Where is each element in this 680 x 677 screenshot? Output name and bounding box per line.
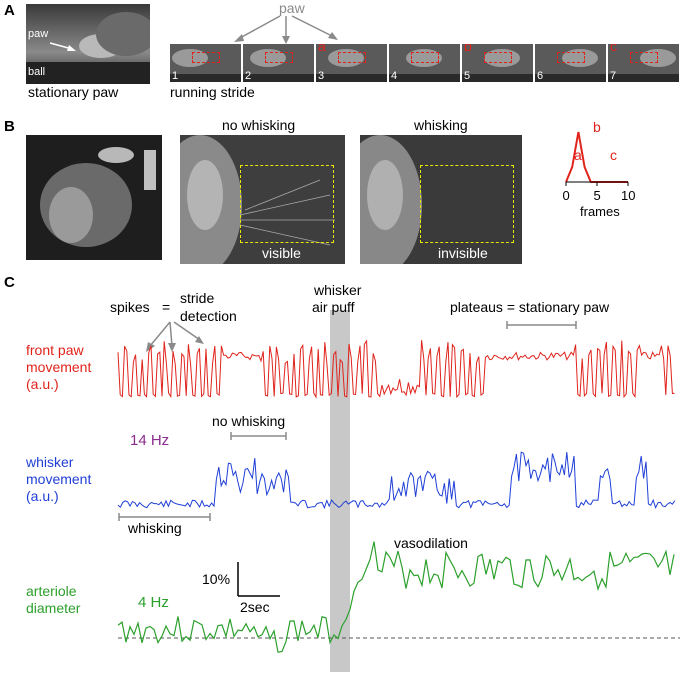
whisker-line2: movement	[26, 471, 92, 487]
peak-tick-label: 5	[594, 188, 601, 203]
invisible-label: invisible	[438, 245, 488, 261]
peak-label-a: a	[574, 147, 582, 163]
roi-box-paw	[192, 52, 220, 63]
stride-frame-photo	[170, 44, 241, 82]
whisker-line1: whisker	[26, 454, 74, 470]
peak-label-b: b	[593, 119, 601, 135]
stationary-paw-image: paw ball	[26, 4, 150, 84]
vasodilation-label: vasodilation	[394, 535, 468, 551]
roi-box-paw	[484, 52, 512, 63]
paw-label: paw	[28, 28, 49, 40]
roi-box-invisible	[420, 165, 514, 243]
panel-letter-a: A	[4, 2, 15, 19]
panel-letter-b: B	[4, 118, 15, 135]
stride-frame: 4	[389, 44, 460, 82]
roi-box-paw	[630, 52, 658, 63]
spike-arrows-icon	[146, 321, 204, 352]
front-paw-label: front paw movement (a.u.)	[26, 342, 91, 393]
roi-box-visible	[240, 165, 334, 243]
frame-number: 1	[172, 70, 179, 82]
air-puff-label: air puff	[312, 299, 355, 315]
mouse-face-photo	[26, 135, 162, 260]
whisking-title: whisking	[414, 117, 468, 133]
stride-frame: 2	[243, 44, 314, 82]
frame-letter: a	[318, 44, 326, 54]
front-paw-trace	[117, 339, 675, 399]
roi-box-paw	[411, 52, 439, 63]
stride-frame: 1	[170, 44, 241, 82]
hz14-label: 14 Hz	[130, 432, 170, 449]
whisker-line3: (a.u.)	[26, 488, 59, 504]
arteriole-trace	[117, 541, 675, 653]
air-puff-bar	[330, 310, 350, 672]
detection-label: detection	[180, 308, 237, 324]
no-whisking-title: no whisking	[222, 117, 296, 133]
roi-box-paw	[338, 52, 366, 63]
visible-label: visible	[262, 245, 301, 261]
frame-number: 3	[318, 70, 325, 82]
hz4-label: 4 Hz	[138, 594, 169, 611]
scale-pct-label: 10%	[202, 571, 231, 587]
scale-bar	[237, 562, 280, 597]
whisker-label: whisker	[314, 282, 362, 298]
no-whisking-annot: no whisking	[212, 413, 286, 429]
stride-label: stride	[180, 290, 215, 306]
paw-top-label: paw	[279, 0, 305, 16]
paw-arrows-icon	[234, 15, 338, 44]
arteriole-label: arteriole diameter	[26, 583, 80, 617]
arteriole-line1: arteriole	[26, 583, 77, 599]
spikes-label: spikes	[110, 299, 150, 315]
panel-letter-c: C	[4, 274, 15, 291]
frame-number: 4	[391, 70, 398, 82]
stride-frame: 6	[535, 44, 606, 82]
front-paw-line3: (a.u.)	[26, 376, 59, 392]
peak-tick-label: 10	[621, 188, 635, 203]
front-paw-line1: front paw	[26, 342, 84, 358]
peak-label-c: c	[610, 147, 617, 163]
stationary-paw-label: stationary paw	[28, 84, 119, 100]
whisking-image: invisible	[360, 135, 522, 264]
stationary-paw-photo	[26, 4, 150, 84]
running-stride-label: running stride	[170, 84, 255, 100]
whisker-trace	[117, 451, 676, 510]
frame-number: 7	[610, 70, 617, 82]
front-paw-line2: movement	[26, 359, 92, 375]
plateau-bracket	[506, 321, 577, 329]
roi-box-paw	[557, 52, 585, 63]
equals-label: =	[162, 299, 171, 315]
whisker-movement-label: whisker movement (a.u.)	[26, 454, 91, 505]
whisking-annot: whisking	[128, 520, 182, 536]
paw-arrow-icon	[48, 40, 78, 52]
no-whisking-bracket	[230, 432, 287, 440]
frame-number: 5	[464, 70, 471, 82]
peak-axis-label: frames	[580, 204, 620, 218]
stride-frame-photo	[243, 44, 314, 82]
peak-tick-label: 0	[563, 188, 570, 203]
plateaus-label: plateaus = stationary paw	[450, 299, 610, 315]
scale-sec-label: 2sec	[240, 599, 270, 615]
frame-number: 6	[537, 70, 544, 82]
mouse-face-image	[26, 135, 162, 260]
stride-peak-chart: b a c 0 5 10 frames	[563, 119, 636, 218]
frame-letter: b	[464, 44, 472, 54]
stride-frame-photo	[608, 44, 679, 82]
ball-label: ball	[28, 66, 46, 78]
frame-letter: c	[610, 44, 617, 54]
frame-number: 2	[245, 70, 252, 82]
roi-box-paw	[265, 52, 293, 63]
no-whisking-image: visible	[180, 135, 345, 264]
whisking-bracket	[118, 513, 211, 521]
arteriole-line2: diameter	[26, 600, 81, 616]
